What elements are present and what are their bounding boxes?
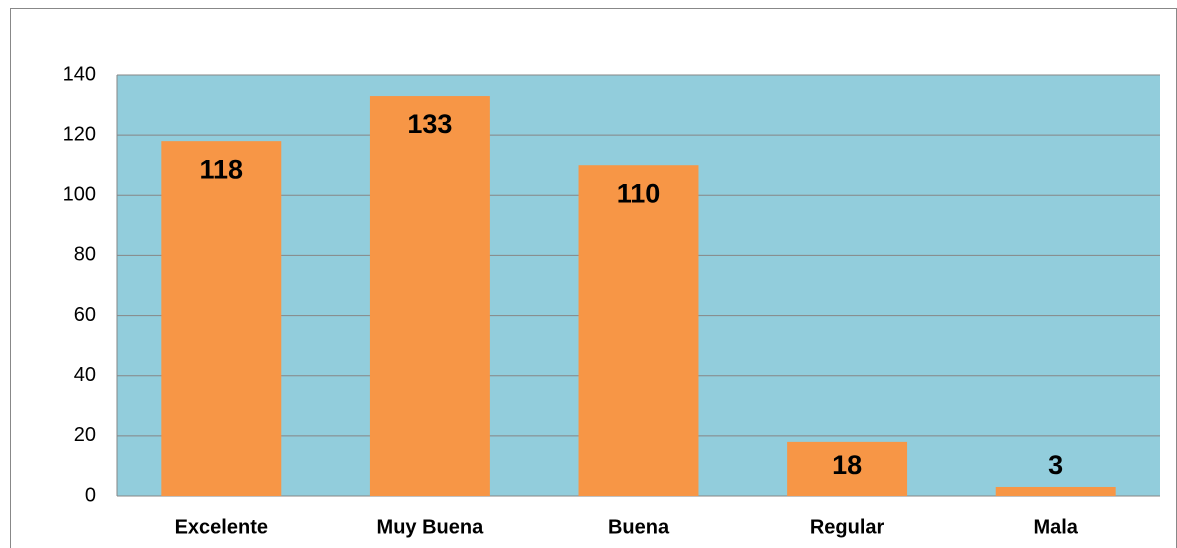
x-tick-label: Mala xyxy=(1033,516,1078,538)
y-tick-label: 120 xyxy=(63,123,96,145)
x-tick-label: Excelente xyxy=(175,516,268,538)
bar xyxy=(369,96,490,497)
bar xyxy=(787,441,908,496)
bar xyxy=(995,486,1116,496)
data-label: 18 xyxy=(832,450,862,480)
data-label: 133 xyxy=(407,109,452,139)
y-tick-label: 80 xyxy=(74,244,96,266)
y-tick-label: 40 xyxy=(74,364,96,386)
bar xyxy=(161,141,282,496)
x-tick-label: Muy Buena xyxy=(377,516,485,538)
y-tick-label: 0 xyxy=(85,484,96,506)
y-tick-label: 100 xyxy=(63,184,96,206)
x-tick-label: Regular xyxy=(810,516,885,538)
x-tick-label: Buena xyxy=(608,516,670,538)
y-tick-label: 60 xyxy=(74,304,96,326)
data-label: 110 xyxy=(617,178,661,208)
y-tick-label: 20 xyxy=(74,424,96,446)
y-tick-label: 140 xyxy=(63,63,96,85)
bar xyxy=(578,165,699,496)
data-label: 3 xyxy=(1048,450,1063,480)
data-label: 118 xyxy=(200,154,244,184)
